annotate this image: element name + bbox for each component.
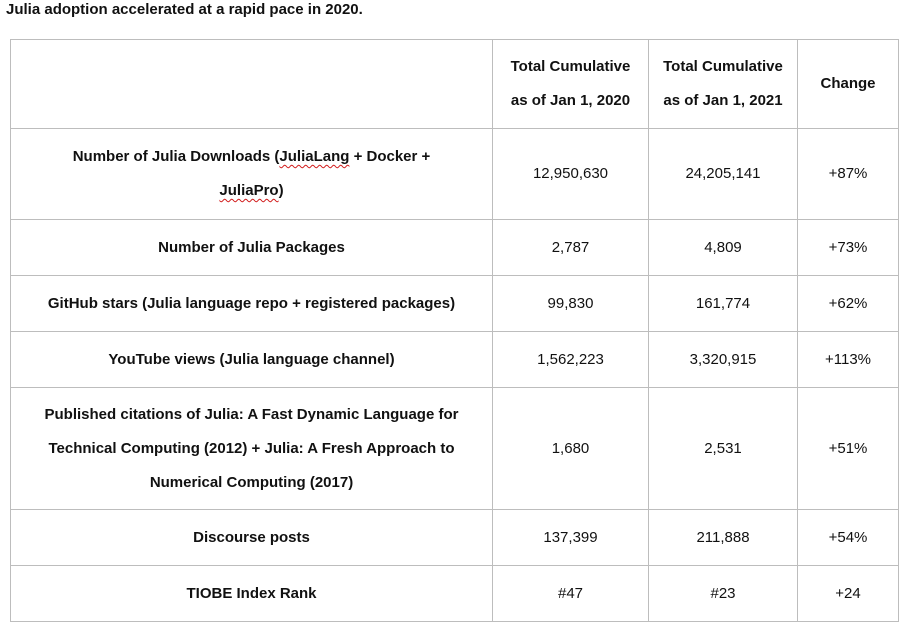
- change-value: +24: [797, 565, 899, 622]
- table-row: GitHub stars (Julia language repo + regi…: [10, 275, 899, 332]
- label-line: Technical Computing (2012) + Julia: A Fr…: [48, 439, 455, 457]
- header-total-2020: Total Cumulative as of Jan 1, 2020: [492, 39, 649, 129]
- table-row: Number of Julia Packages 2,787 4,809 +73…: [10, 219, 899, 276]
- page-title: Julia adoption accelerated at a rapid pa…: [6, 1, 363, 18]
- row-label: Discourse posts: [10, 509, 493, 566]
- value-2021: 2,531: [648, 387, 798, 510]
- table-row: Number of Julia Downloads (JuliaLang + D…: [10, 128, 899, 220]
- header-total-2020-line1: Total Cumulative: [510, 58, 631, 75]
- row-label: Number of Julia Downloads (JuliaLang + D…: [10, 128, 493, 220]
- label-part: Number of Julia Downloads (: [72, 148, 280, 165]
- label-part-spellchecked: JuliaLang: [279, 148, 350, 165]
- table-row: Published citations of Julia: A Fast Dyn…: [10, 387, 899, 510]
- label-line: Published citations of Julia: A Fast Dyn…: [44, 405, 459, 423]
- change-value: +51%: [797, 387, 899, 510]
- value-2021: 161,774: [648, 275, 798, 332]
- row-label: YouTube views (Julia language channel): [10, 331, 493, 388]
- row-label: Published citations of Julia: A Fast Dyn…: [10, 387, 493, 510]
- header-total-2020-line2: as of Jan 1, 2020: [510, 92, 631, 109]
- label-part-spellchecked: JuliaPro: [219, 182, 279, 199]
- header-total-2021: Total Cumulative as of Jan 1, 2021: [648, 39, 798, 129]
- row-label: Number of Julia Packages: [10, 219, 493, 276]
- change-value: +54%: [797, 509, 899, 566]
- value-2020: 12,950,630: [492, 128, 649, 220]
- table-header-row: Total Cumulative as of Jan 1, 2020 Total…: [10, 39, 899, 129]
- label-part: + Docker +: [349, 148, 431, 165]
- change-value: +62%: [797, 275, 899, 332]
- label-part: ): [278, 182, 284, 199]
- value-2020: #47: [492, 565, 649, 622]
- change-value: +113%: [797, 331, 899, 388]
- row-label: GitHub stars (Julia language repo + regi…: [10, 275, 493, 332]
- header-metric: [10, 39, 493, 129]
- change-value: +73%: [797, 219, 899, 276]
- value-2020: 137,399: [492, 509, 649, 566]
- value-2021: 211,888: [648, 509, 798, 566]
- value-2021: #23: [648, 565, 798, 622]
- adoption-stats-table: Total Cumulative as of Jan 1, 2020 Total…: [10, 39, 899, 622]
- table-row: Discourse posts 137,399 211,888 +54%: [10, 509, 899, 566]
- value-2021: 24,205,141: [648, 128, 798, 220]
- header-change: Change: [797, 39, 899, 129]
- label-line: Numerical Computing (2017): [149, 473, 354, 491]
- value-2021: 4,809: [648, 219, 798, 276]
- value-2020: 1,680: [492, 387, 649, 510]
- table-row: TIOBE Index Rank #47 #23 +24: [10, 565, 899, 622]
- header-total-2021-line2: as of Jan 1, 2021: [663, 92, 783, 109]
- value-2020: 1,562,223: [492, 331, 649, 388]
- value-2020: 2,787: [492, 219, 649, 276]
- value-2021: 3,320,915: [648, 331, 798, 388]
- table-row: YouTube views (Julia language channel) 1…: [10, 331, 899, 388]
- row-label: TIOBE Index Rank: [10, 565, 493, 622]
- change-value: +87%: [797, 128, 899, 220]
- value-2020: 99,830: [492, 275, 649, 332]
- header-total-2021-line1: Total Cumulative: [663, 58, 783, 75]
